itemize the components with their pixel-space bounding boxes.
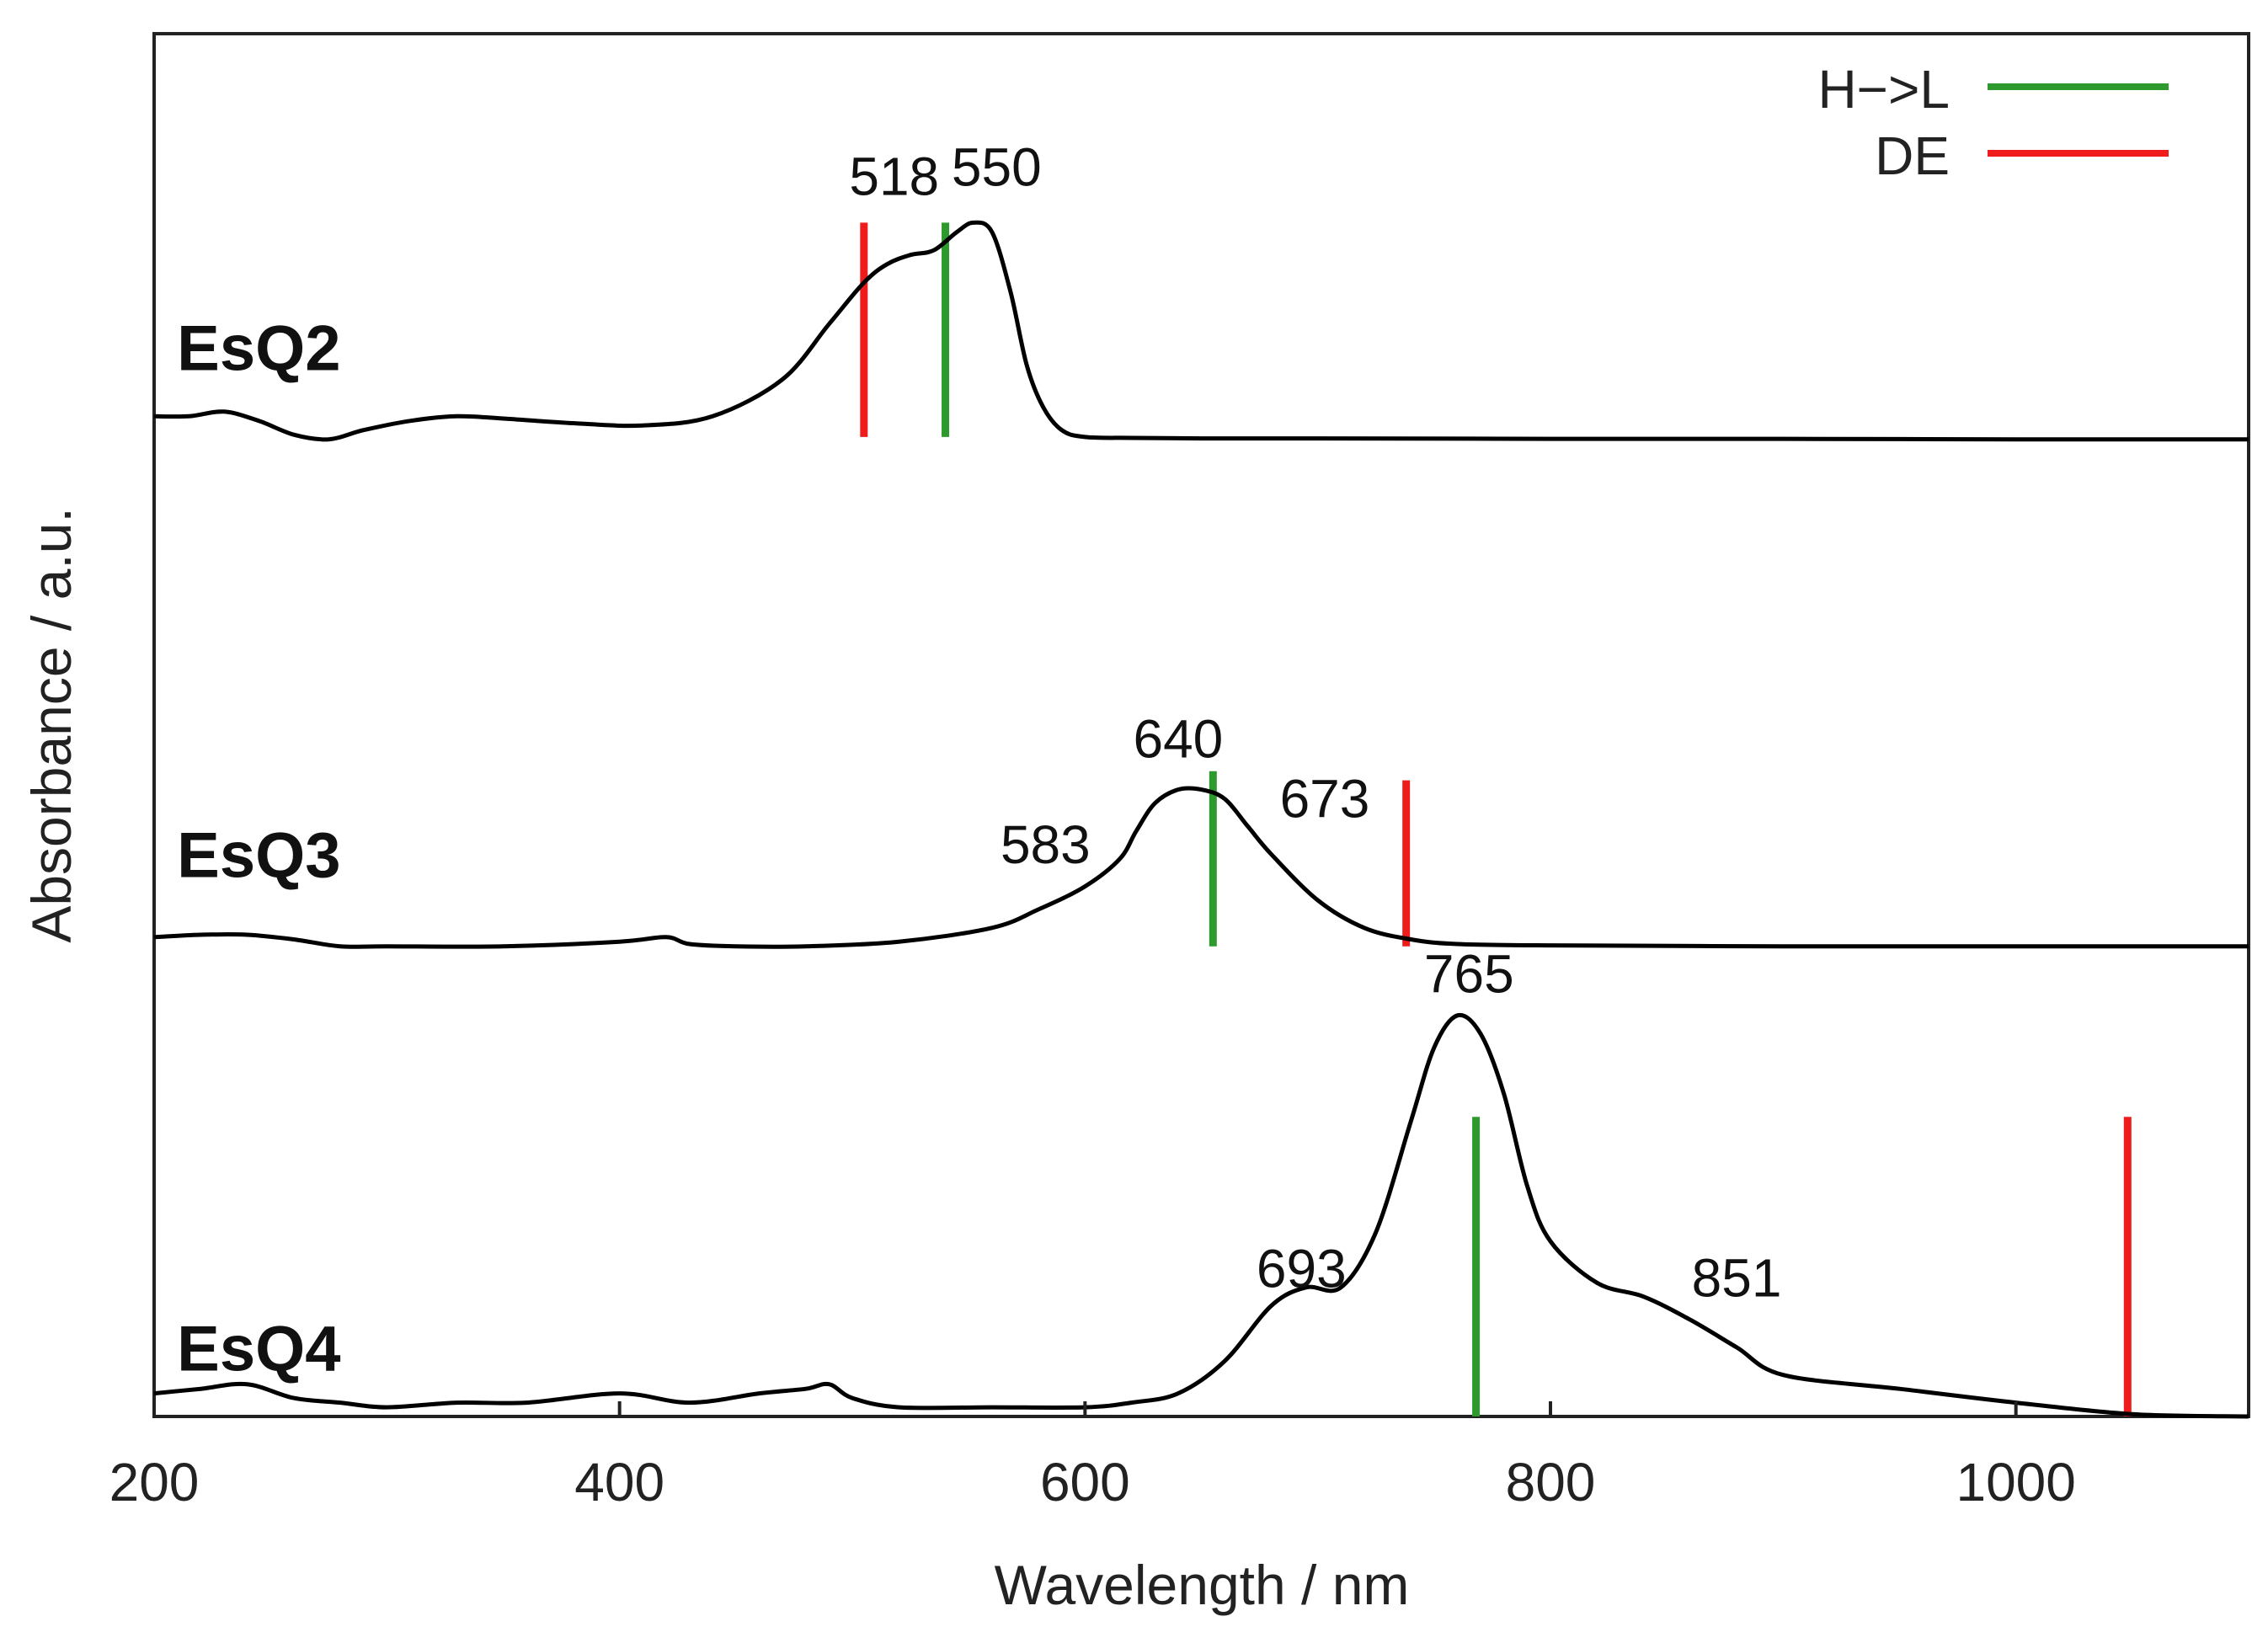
x-tick-label-800: 800 <box>1506 1452 1596 1512</box>
peak-label-765: 765 <box>1424 943 1514 1004</box>
peak-label-640: 640 <box>1133 708 1223 769</box>
series-label-esq3: EsQ3 <box>177 820 340 892</box>
peak-label-693: 693 <box>1257 1239 1347 1299</box>
series-label-esq4: EsQ4 <box>177 1313 340 1384</box>
x-tick-label-400: 400 <box>574 1452 664 1512</box>
x-axis-ticks: 200 400 600 800 1000 <box>109 1401 2076 1512</box>
series-line-esq4 <box>153 1012 2249 1419</box>
series-line-esq3 <box>153 786 2249 949</box>
legend-label-hl: H−>L <box>1817 59 1950 120</box>
peak-label-673: 673 <box>1280 768 1370 829</box>
legend-label-de: DE <box>1875 125 1950 186</box>
x-tick-label-1000: 1000 <box>1956 1452 2075 1512</box>
peak-label-550: 550 <box>952 137 1042 198</box>
x-tick-label-600: 600 <box>1040 1452 1130 1512</box>
peak-annotations: 518 550 640 583 673 765 693 851 <box>849 137 1781 1309</box>
series-label-esq2: EsQ2 <box>177 313 340 385</box>
peak-label-583: 583 <box>1001 814 1091 875</box>
peak-label-851: 851 <box>1692 1248 1782 1309</box>
y-axis-title: Absorbance / a.u. <box>20 507 83 942</box>
legend: H−>L DE <box>1817 59 2169 186</box>
spectra-series <box>153 220 2249 1419</box>
series-name-labels: EsQ2 EsQ3 EsQ4 <box>177 313 340 1385</box>
transition-lines <box>860 222 2132 1416</box>
x-tick-label-200: 200 <box>109 1452 200 1512</box>
plot-area <box>152 32 2250 1418</box>
series-line-esq2 <box>153 220 2249 442</box>
peak-label-518: 518 <box>849 147 939 207</box>
x-axis-title: Wavelength / nm <box>995 1554 1410 1616</box>
